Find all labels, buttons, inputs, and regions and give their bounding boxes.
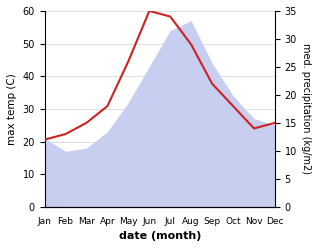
Y-axis label: max temp (C): max temp (C) [7, 73, 17, 145]
X-axis label: date (month): date (month) [119, 231, 201, 241]
Y-axis label: med. precipitation (kg/m2): med. precipitation (kg/m2) [301, 43, 311, 174]
